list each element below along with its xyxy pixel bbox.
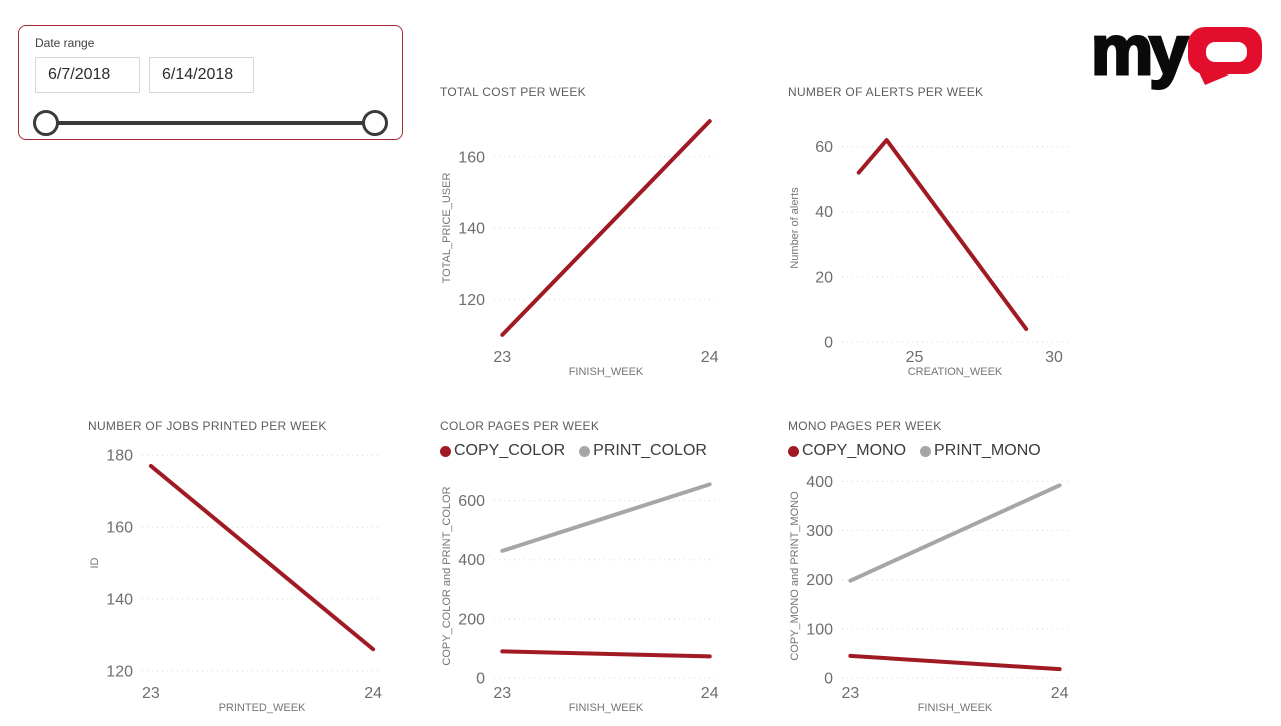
x-tick-label: 24	[701, 685, 719, 702]
legend-dot	[788, 445, 799, 457]
legend-label: COPY_MONO	[802, 442, 907, 459]
chart-number-of-alerts-per-week: NUMBER OF ALERTS PER WEEK 0 20 40 60 25 30 CRE…	[786, 84, 1082, 380]
x-tick-label: 24	[364, 685, 382, 702]
y-tick-label: 120	[458, 292, 485, 309]
myq-logo-svg: my	[1090, 10, 1262, 91]
y-tick-label: 20	[815, 269, 833, 286]
series-line-COPY_COLOR[interactable]	[500, 649, 712, 659]
legend-item-copy-mono[interactable]: COPY_MONO	[788, 442, 906, 460]
y-tick-label: 100	[806, 621, 833, 638]
y-axis-title: COPY_MONO and PRINT_MONO	[789, 491, 801, 661]
chart-title: TOTAL COST PER WEEK	[440, 85, 586, 99]
x-tick-label: 24	[701, 349, 719, 366]
chart-legend: COPY_MONO PRINT_MONO	[786, 438, 1082, 464]
legend-label: PRINT_MONO	[934, 442, 1041, 459]
logo-q-mark	[1188, 27, 1262, 85]
line-plot[interactable]: 0 20 40 60 25 30 CREATION_WEEK Number of alerts	[786, 104, 1082, 380]
y-tick-label: 200	[458, 611, 485, 628]
chart-legend: COPY_COLOR PRINT_COLOR	[438, 438, 732, 464]
legend-dot	[440, 445, 451, 457]
y-tick-label: 600	[458, 493, 485, 510]
y-tick-label: 300	[806, 523, 833, 540]
chart-title: NUMBER OF JOBS PRINTED PER WEEK	[88, 419, 327, 433]
series-line-ID[interactable]	[148, 463, 376, 652]
legend-item-print-color[interactable]: PRINT_COLOR	[579, 442, 707, 460]
legend-item-print-mono[interactable]: PRINT_MONO	[920, 442, 1041, 460]
y-tick-label: 140	[458, 221, 485, 238]
x-axis-title: CREATION_WEEK	[908, 366, 1003, 378]
slider-track[interactable]	[57, 121, 364, 125]
y-tick-label: 0	[824, 335, 833, 352]
line-plot[interactable]: 0 100 200 300 400 23 24 FINISH_WEEK COPY_MONO an…	[786, 464, 1082, 716]
chart-mono-pages-per-week: MONO PAGES PER WEEK COPY_MONO PRINT_MONO…	[786, 418, 1082, 716]
line-plot[interactable]: 120 140 160 180 23 24 PRINTED_WEEK ID	[86, 438, 396, 716]
y-axis-title: ID	[89, 557, 101, 568]
series-line-PRINT_MONO[interactable]	[848, 483, 1062, 583]
y-tick-label: 140	[106, 591, 133, 608]
y-axis-title: TOTAL_PRICE_USER	[441, 173, 453, 284]
chart-title: COLOR PAGES PER WEEK	[440, 419, 600, 433]
y-tick-label: 400	[806, 474, 833, 491]
x-axis-title: FINISH_WEEK	[918, 702, 993, 714]
legend-dot	[920, 445, 932, 457]
x-tick-label: 23	[493, 685, 511, 702]
start-date-input[interactable]	[35, 57, 140, 93]
legend-dot	[579, 445, 591, 457]
y-axis-title: Number of alerts	[789, 187, 801, 269]
y-tick-label: 160	[458, 149, 485, 166]
y-tick-label: 160	[106, 520, 133, 537]
date-range-slicer-card: Date range	[18, 25, 403, 140]
x-tick-label: 23	[841, 685, 859, 702]
date-range-label: Date range	[35, 36, 95, 50]
myq-logo: my	[1090, 10, 1267, 100]
x-axis-title: FINISH_WEEK	[569, 702, 644, 714]
series-line-PRINT_COLOR[interactable]	[500, 482, 712, 553]
y-tick-label: 180	[106, 448, 133, 465]
x-tick-label: 23	[493, 349, 511, 366]
slider-handle-start[interactable]	[33, 110, 59, 136]
legend-item-copy-color[interactable]: COPY_COLOR	[440, 442, 565, 460]
series-line-COPY_MONO[interactable]	[848, 653, 1062, 672]
chart-total-cost-per-week: TOTAL COST PER WEEK 120 140 160 23 24 FINISH_…	[438, 84, 732, 380]
line-plot[interactable]: 120 140 160 23 24 FINISH_WEEK TOTAL_PRICE_USER	[438, 104, 732, 380]
end-date-input[interactable]	[149, 57, 254, 93]
y-tick-label: 0	[476, 671, 485, 688]
y-tick-label: 0	[824, 671, 833, 688]
slider-handle-end[interactable]	[362, 110, 388, 136]
legend-label: COPY_COLOR	[454, 442, 566, 459]
x-tick-label: 24	[1051, 685, 1069, 702]
x-tick-label: 25	[906, 349, 924, 366]
y-tick-label: 400	[458, 552, 485, 569]
y-tick-label: 200	[806, 572, 833, 589]
legend-label: PRINT_COLOR	[593, 442, 707, 459]
y-tick-label: 60	[815, 139, 833, 156]
x-tick-label: 23	[142, 685, 160, 702]
line-plot[interactable]: 0 200 400 600 23 24 FINISH_WEEK COPY_COLOR and …	[438, 464, 732, 716]
series-line-Number of alerts[interactable]	[856, 138, 1029, 331]
y-tick-label: 40	[815, 204, 833, 221]
date-inputs-row	[35, 57, 388, 93]
chart-number-of-jobs-printed-per-week: NUMBER OF JOBS PRINTED PER WEEK 120 140 16…	[86, 418, 396, 716]
series-line-TOTAL_PRICE_USER[interactable]	[500, 119, 712, 337]
y-tick-label: 120	[106, 663, 133, 680]
chart-color-pages-per-week: COLOR PAGES PER WEEK COPY_COLOR PRINT_CO…	[438, 418, 732, 716]
y-axis-title: COPY_COLOR and PRINT_COLOR	[441, 486, 453, 665]
date-range-slider[interactable]	[33, 108, 388, 138]
x-axis-title: FINISH_WEEK	[569, 366, 644, 378]
logo-my-text: my	[1091, 11, 1188, 89]
x-tick-label: 30	[1045, 349, 1063, 366]
chart-title: MONO PAGES PER WEEK	[788, 419, 942, 433]
x-axis-title: PRINTED_WEEK	[219, 702, 306, 714]
chart-title: NUMBER OF ALERTS PER WEEK	[788, 85, 984, 99]
